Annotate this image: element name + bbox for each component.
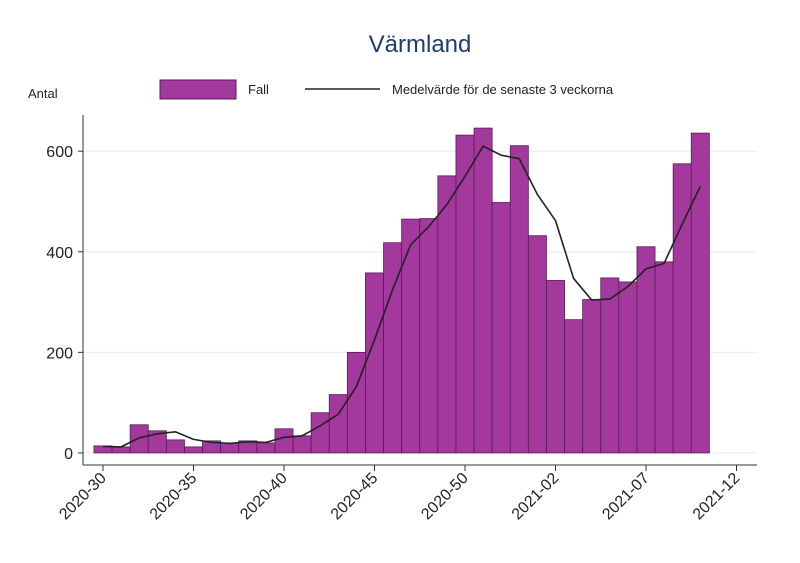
x-tick-label: 2021-12: [690, 470, 744, 524]
bar: [654, 261, 674, 454]
bar: [401, 218, 421, 454]
legend-swatch: [159, 79, 237, 100]
chart-title: Värmland: [369, 31, 472, 58]
bar: [310, 412, 330, 454]
bar: [527, 235, 547, 454]
bar: [256, 442, 276, 454]
x-tick-label: 2020-50: [418, 470, 472, 524]
bar: [690, 132, 710, 454]
bar: [564, 319, 584, 454]
y-tick-label: 0: [64, 446, 73, 463]
bar: [636, 246, 656, 454]
line: [102, 145, 702, 448]
bar: [473, 127, 493, 454]
bar: [292, 435, 312, 454]
bar: [618, 281, 638, 454]
bar: [491, 202, 511, 454]
bar: [419, 218, 439, 454]
bar: [346, 351, 366, 454]
bar: [220, 442, 240, 454]
y-tick-label: 600: [46, 144, 73, 161]
x-tick-label: 2020-30: [56, 470, 110, 524]
bar: [672, 163, 692, 454]
x-tick-label: 2020-45: [328, 470, 382, 524]
x-tick-label: 2020-35: [147, 470, 201, 524]
y-tick-label: 400: [46, 245, 73, 262]
y-tick-label: 200: [46, 345, 73, 362]
legend-label: Medelvärde för de senaste 3 veckorna: [392, 82, 614, 97]
x-tick-label: 2021-02: [509, 470, 563, 524]
bar: [437, 175, 457, 454]
x-tick-label: 2021-07: [599, 470, 653, 524]
bar: [129, 424, 149, 454]
bar: [546, 280, 565, 454]
bar: [184, 446, 203, 454]
bar: [274, 428, 294, 454]
bar: [509, 145, 529, 454]
y-axis-label: Antal: [28, 86, 58, 101]
bar: [111, 446, 131, 454]
bar: [455, 134, 475, 454]
bar: [365, 272, 384, 454]
x-tick-label: 2020-40: [237, 470, 291, 524]
bar: [600, 277, 620, 454]
bar: [165, 439, 185, 454]
legend-label: Fall: [248, 82, 269, 97]
bar: [582, 299, 602, 454]
